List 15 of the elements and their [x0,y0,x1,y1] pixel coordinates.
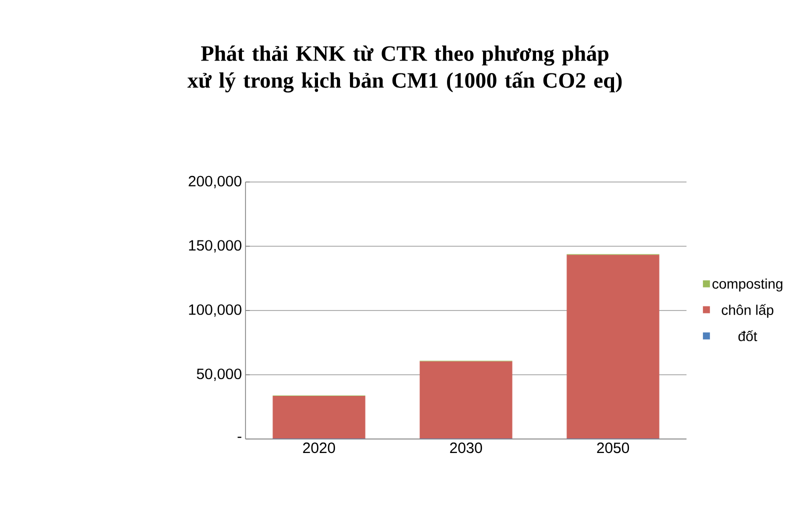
y-tick-label: 200,000 [188,176,242,188]
bar [566,254,660,439]
x-tick-label: 2050 [597,442,630,454]
chart-title: Phát thải KNK từ CTR theo phương pháp xử lý trong kịch bản CM1 (1000 tấn CO2 eq) [187,46,622,92]
y-tick-label: - [238,436,242,438]
legend-label: composting [712,278,782,292]
legend-label: chôn lấp [722,304,774,318]
bar [420,361,512,439]
x-tick-label: 2020 [303,442,336,454]
x-tick-label: 2030 [450,442,482,454]
y-tick-label: 50,000 [196,368,242,381]
y-tick-label: 100,000 [189,304,242,317]
bar [272,396,366,439]
legend-label: đốt [738,330,758,342]
y-tick-label: 150,000 [189,240,242,252]
